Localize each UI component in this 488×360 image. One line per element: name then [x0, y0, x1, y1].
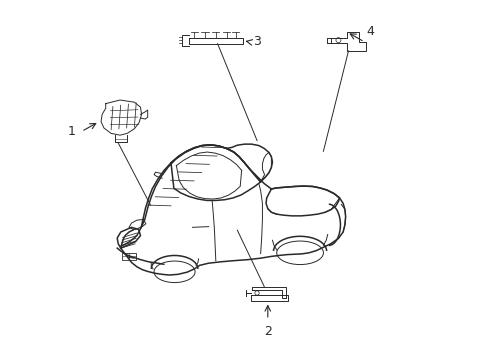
Circle shape	[254, 291, 259, 295]
Text: 1: 1	[68, 125, 76, 138]
Text: 2: 2	[264, 325, 271, 338]
Ellipse shape	[154, 261, 195, 283]
FancyBboxPatch shape	[122, 253, 136, 260]
Text: 3: 3	[253, 35, 261, 49]
Text: 4: 4	[366, 25, 373, 39]
Ellipse shape	[276, 241, 323, 265]
Circle shape	[335, 38, 340, 42]
